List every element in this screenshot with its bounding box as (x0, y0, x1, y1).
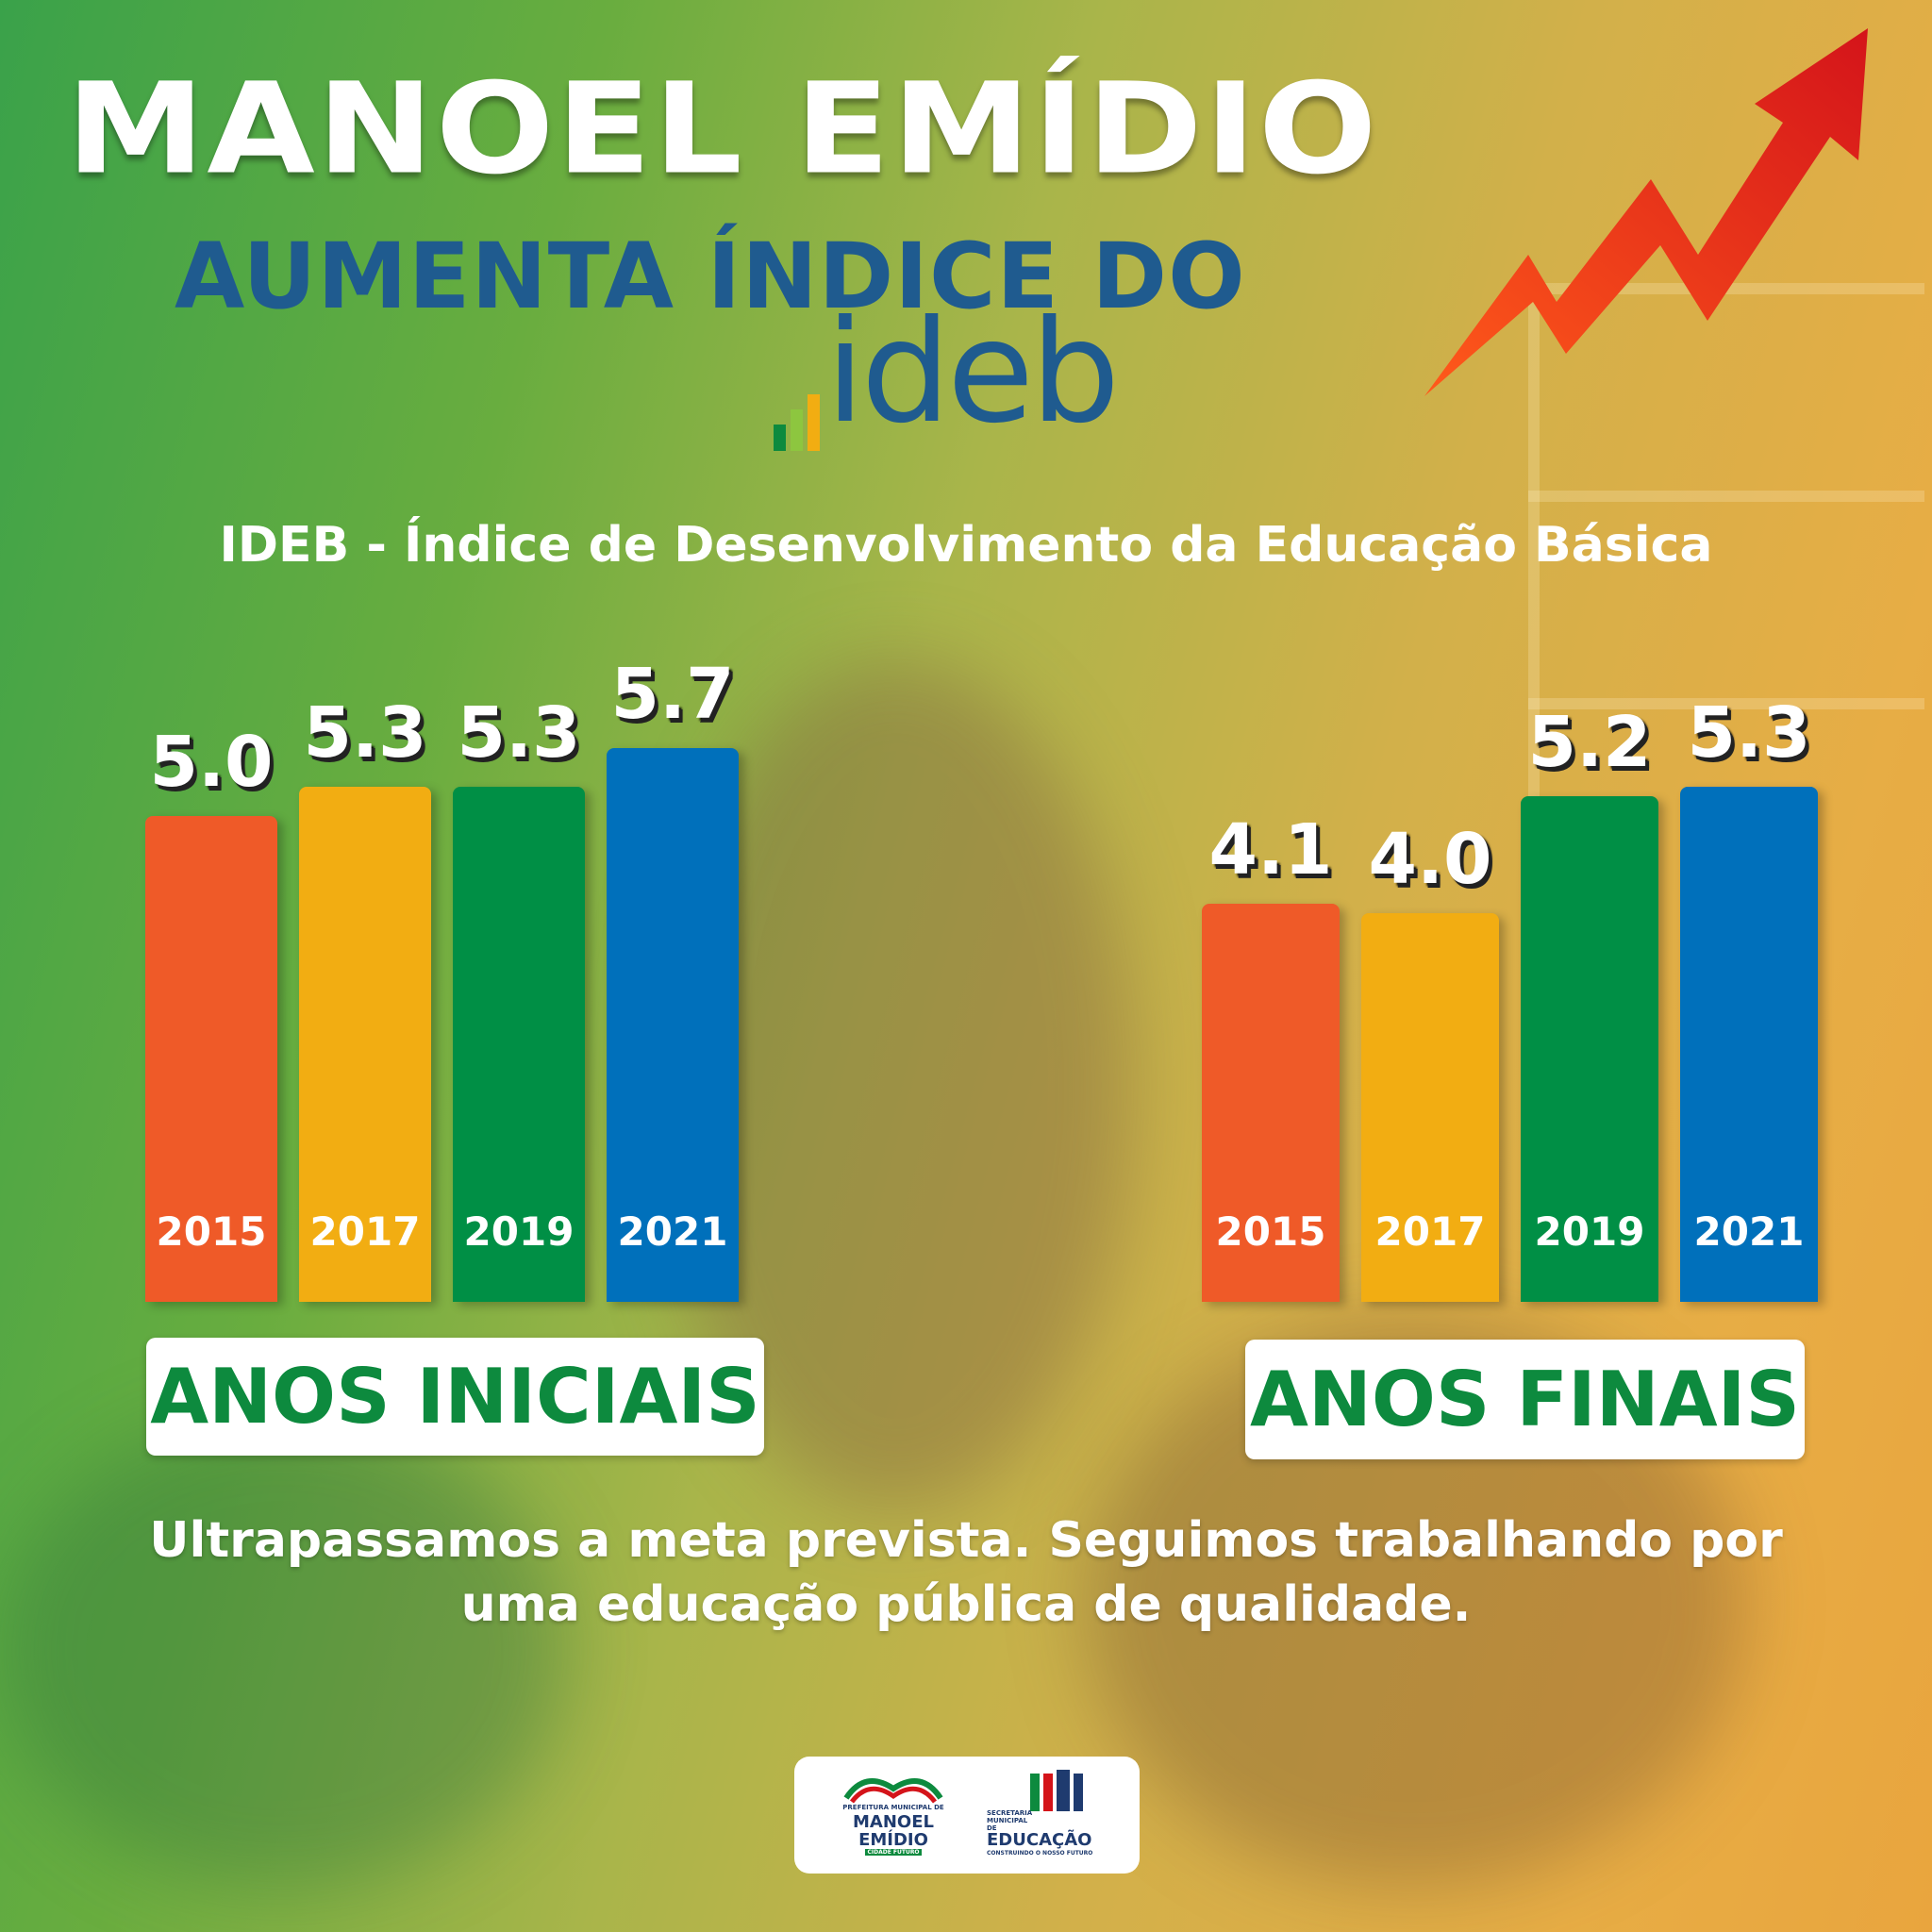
bar-2019: 2019 (1521, 796, 1658, 1302)
bar-2017: 2017 (1361, 913, 1499, 1302)
secretaria-logo-line2: MUNICIPAL (987, 1817, 1028, 1824)
chart-anos-finais: 2015 4.1 2017 4.0 2019 5.2 2021 5.3 (1202, 692, 1824, 1302)
bar-2017: 2017 (299, 787, 431, 1302)
book-stripes-icon (1030, 1770, 1083, 1811)
footer-logos: PREFEITURA MUNICIPAL DE MANOEL EMÍDIO CI… (794, 1757, 1140, 1874)
secretaria-logo-line5: CONSTRUINDO O NOSSO FUTURO (987, 1850, 1093, 1857)
bar-value-label: 4.0 (1368, 819, 1492, 900)
bar-value-label: 5.3 (1687, 692, 1811, 774)
bar-value-label: 5.3 (457, 692, 581, 774)
prefeitura-logo-line2: MANOEL (853, 1812, 934, 1832)
chart-title-anos-finais: ANOS FINAIS (1245, 1340, 1805, 1459)
bar-year-label: 2015 (1215, 1208, 1326, 1255)
bar-2021: 2021 (1680, 787, 1818, 1302)
closing-message-line2: uma educação pública de qualidade. (460, 1575, 1472, 1633)
bar-year-label: 2017 (309, 1208, 421, 1255)
ideb-logo-text: ideb (825, 291, 1120, 455)
bar-value-label: 5.3 (303, 692, 427, 774)
secretaria-logo-line4: EDUCAÇÃO (987, 1830, 1092, 1850)
headline-subtitle: AUMENTA ÍNDICE DO (175, 224, 1246, 329)
chart-title-anos-iniciais: ANOS INICIAIS (146, 1338, 764, 1456)
prefeitura-logo-line1: PREFEITURA MUNICIPAL DE (842, 1804, 944, 1811)
bar-year-label: 2021 (1693, 1208, 1805, 1255)
bar-value-label: 4.1 (1208, 808, 1333, 891)
prefeitura-logo: PREFEITURA MUNICIPAL DE MANOEL EMÍDIO CI… (823, 1770, 964, 1860)
prefeitura-logo-line3: EMÍDIO (858, 1830, 928, 1850)
bar-value-label: 5.2 (1527, 702, 1652, 784)
bar-year-label: 2021 (617, 1208, 728, 1255)
bar-year-label: 2017 (1374, 1208, 1486, 1255)
page-subtitle: IDEB - Índice de Desenvolvimento da Educ… (219, 517, 1713, 574)
prefeitura-logo-line4: CIDADE FUTURO (865, 1849, 922, 1856)
bar-year-label: 2019 (1534, 1208, 1645, 1255)
secretaria-logo: SECRETARIA MUNICIPAL DE EDUCAÇÃO CONSTRU… (983, 1770, 1115, 1860)
chart-anos-iniciais: 2015 5.0 2017 5.3 2019 5.3 2021 5.7 (142, 654, 745, 1302)
closing-message-line1: Ultrapassamos a meta prevista. Seguimos … (149, 1512, 1783, 1569)
ideb-logo-bar (808, 394, 820, 451)
bar-year-label: 2019 (463, 1208, 575, 1255)
secretaria-logo-line3: DE (987, 1824, 997, 1832)
bar-value-label: 5.0 (149, 722, 274, 803)
bar-value-label: 5.7 (610, 653, 735, 735)
bar-year-label: 2015 (156, 1208, 267, 1255)
bar-2019: 2019 (453, 787, 585, 1302)
bar-2015: 2015 (1202, 903, 1340, 1302)
closing-message: Ultrapassamos a meta prevista. Seguimos … (0, 1509, 1932, 1637)
trend-arrow-icon (1424, 28, 1868, 396)
bar-2021: 2021 (607, 747, 739, 1302)
ideb-logo: ideb (774, 302, 1170, 472)
heart-flag-icon (843, 1778, 943, 1804)
headline-title: MANOEL EMÍDIO (66, 56, 1379, 203)
secretaria-logo-line1: SECRETARIA (987, 1809, 1033, 1817)
ideb-logo-bar (774, 425, 786, 451)
ideb-logo-bar (791, 409, 803, 451)
bar-2015: 2015 (145, 816, 277, 1302)
